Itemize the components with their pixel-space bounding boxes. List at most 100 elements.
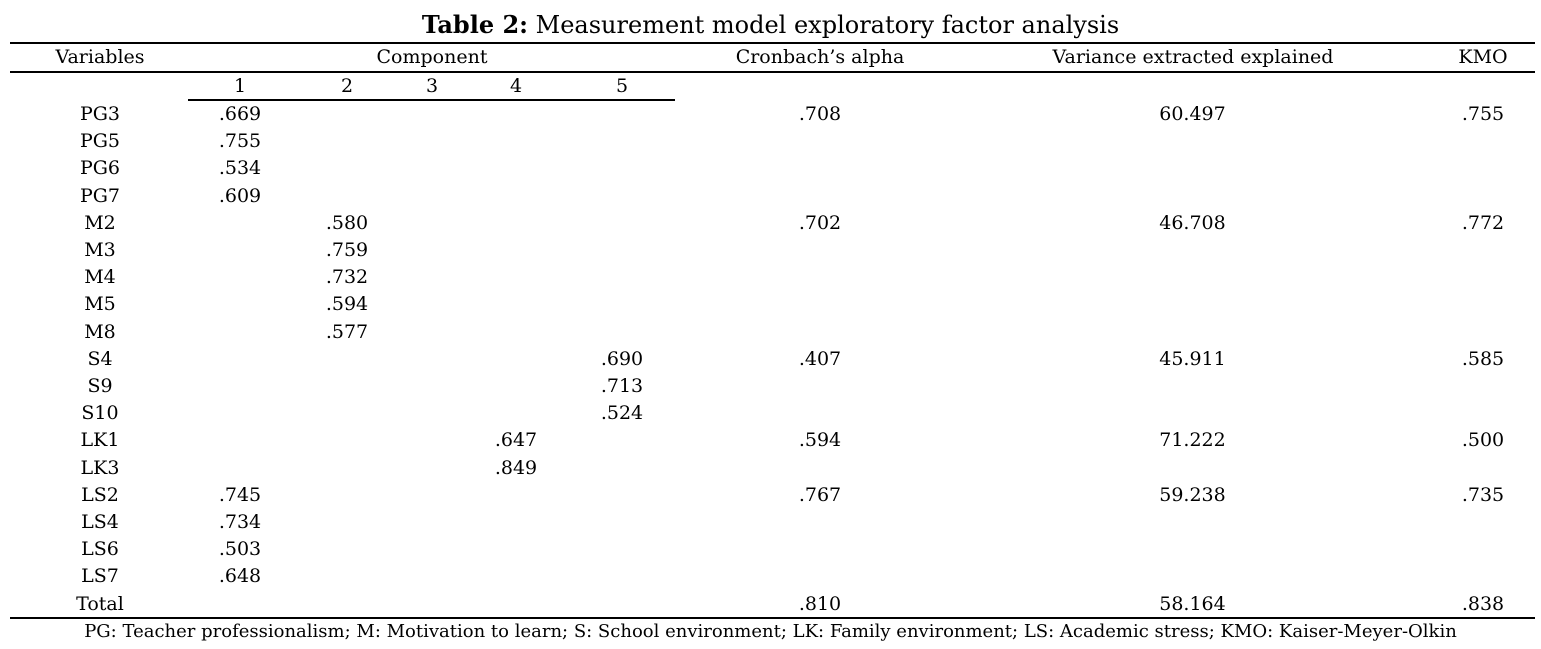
component-4-cell [481, 373, 551, 400]
variance-cell: 58.164 [1159, 592, 1226, 615]
variance-cell [1140, 536, 1245, 563]
component-4-cell [481, 563, 551, 590]
variance-cell [1140, 291, 1245, 318]
variable-cell: LS7 [81, 565, 119, 588]
header-kmo: KMO [1458, 46, 1508, 68]
cronbach-alpha-cell [770, 373, 870, 400]
variance-cell [1140, 400, 1245, 427]
header-component-1: 1 [233, 75, 247, 97]
header-cronbach-alpha: Cronbach’s alpha [735, 46, 905, 68]
kmo-cell [1438, 563, 1528, 590]
component-4-cell: .849 [494, 456, 538, 479]
variance-cell: 60.497 [1159, 103, 1226, 125]
variance-cell [1140, 237, 1245, 264]
cronbach-alpha-cell [770, 509, 870, 536]
variable-cell: LK1 [80, 429, 120, 452]
component-2-cell [312, 591, 382, 618]
component-1-cell [205, 291, 275, 318]
variance-cell [1140, 264, 1245, 291]
component-5-cell [587, 128, 657, 155]
kmo-cell [1438, 319, 1528, 346]
kmo-cell: .585 [1461, 347, 1505, 370]
component-3-cell [397, 455, 467, 482]
component-4-cell [481, 128, 551, 155]
header-variables: Variables [55, 46, 145, 68]
component-5-cell [587, 427, 657, 454]
table-caption-label: Table 2: [421, 10, 529, 39]
component-5-cell [587, 264, 657, 291]
component-2-cell: .580 [325, 211, 369, 234]
cronbach-alpha-cell [770, 155, 870, 182]
component-5-cell [587, 482, 657, 509]
variance-cell [1140, 455, 1245, 482]
kmo-cell [1438, 155, 1528, 182]
component-4-cell: .647 [494, 429, 538, 452]
component-3-cell [397, 536, 467, 563]
component-1-cell [205, 346, 275, 373]
variance-cell: 71.222 [1159, 429, 1226, 452]
kmo-cell [1438, 128, 1528, 155]
kmo-cell: .735 [1461, 483, 1505, 506]
kmo-cell [1438, 183, 1528, 210]
variable-cell: LS2 [81, 483, 119, 506]
component-3-cell [397, 591, 467, 618]
cronbach-alpha-cell [770, 319, 870, 346]
component-3-cell [397, 237, 467, 264]
component-3-cell [397, 563, 467, 590]
cronbach-alpha-cell [770, 455, 870, 482]
cronbach-alpha-cell: .702 [798, 211, 842, 234]
component-1-cell [205, 210, 275, 237]
header-component-5: 5 [615, 75, 629, 97]
component-3-cell [397, 482, 467, 509]
variable-cell: PG5 [79, 130, 121, 153]
variable-cell: PG7 [79, 184, 121, 207]
kmo-cell [1438, 455, 1528, 482]
header-bottom-rule [10, 71, 1535, 73]
component-5-cell [587, 455, 657, 482]
component-3-cell [397, 427, 467, 454]
variance-cell [1140, 373, 1245, 400]
component-3-cell [397, 346, 467, 373]
component-1-cell: .609 [218, 184, 262, 207]
component-1-cell [205, 400, 275, 427]
cronbach-alpha-cell [770, 183, 870, 210]
component-4-cell [481, 210, 551, 237]
component-1-cell: .503 [218, 538, 262, 561]
variable-cell: M4 [84, 266, 116, 289]
component-5-cell [587, 319, 657, 346]
cronbach-alpha-cell: .708 [798, 103, 842, 125]
variable-cell: LK3 [80, 456, 120, 479]
header-component-3: 3 [425, 75, 439, 97]
kmo-cell [1438, 264, 1528, 291]
component-3-cell [397, 210, 467, 237]
cronbach-alpha-cell [770, 536, 870, 563]
component-5-cell [587, 291, 657, 318]
variance-cell [1140, 563, 1245, 590]
table-caption: Table 2: Measurement model exploratory f… [0, 8, 1541, 42]
variance-cell [1140, 319, 1245, 346]
variance-cell: 45.911 [1159, 347, 1226, 370]
component-2-cell [312, 400, 382, 427]
component-4-cell [481, 536, 551, 563]
variable-cell: M5 [84, 293, 116, 316]
variable-cell: S9 [87, 375, 113, 397]
component-5-cell: .713 [600, 375, 644, 397]
component-5-cell [587, 237, 657, 264]
cronbach-alpha-cell [770, 128, 870, 155]
component-1-cell: .534 [218, 157, 262, 180]
component-2-cell [312, 183, 382, 210]
component-3-cell [397, 155, 467, 182]
component-2-cell [312, 373, 382, 400]
component-1-cell: .734 [218, 511, 262, 533]
component-4-cell [481, 319, 551, 346]
component-5-cell: .690 [600, 347, 644, 370]
table-caption-text: Measurement model exploratory factor ana… [535, 11, 1120, 39]
kmo-cell: .755 [1461, 103, 1505, 125]
kmo-cell: .772 [1461, 211, 1505, 234]
variance-cell: 59.238 [1159, 483, 1226, 506]
component-5-cell: .524 [600, 402, 644, 425]
component-2-cell: .759 [325, 239, 369, 261]
component-2-cell [312, 101, 382, 128]
component-3-cell [397, 183, 467, 210]
variance-cell [1140, 155, 1245, 182]
